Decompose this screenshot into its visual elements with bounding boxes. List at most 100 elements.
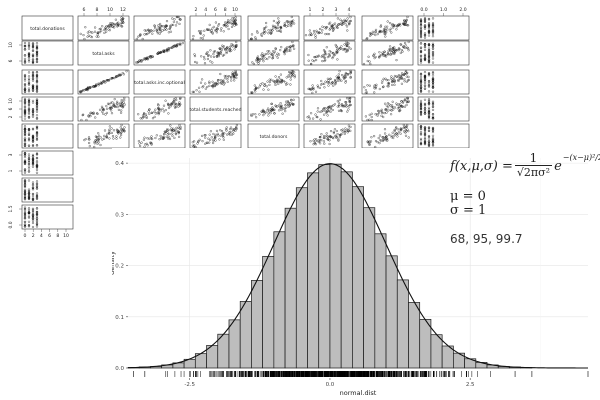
data-point <box>307 87 310 90</box>
data-point <box>323 142 326 145</box>
data-point <box>108 132 111 135</box>
normal-pdf-formula: f(x,μ,σ) = 1 √2πσ² e −(x−μ)²/2σ² <box>450 152 600 180</box>
data-point <box>27 128 31 131</box>
data-point <box>293 47 296 50</box>
rug-marks <box>133 371 589 377</box>
data-point <box>431 32 435 35</box>
data-point <box>403 78 406 81</box>
data-point <box>280 81 283 84</box>
data-point <box>217 54 220 57</box>
data-point <box>31 140 35 143</box>
data-point <box>423 81 427 84</box>
data-point <box>169 124 172 127</box>
data-point <box>35 126 39 129</box>
data-point <box>283 22 286 25</box>
data-point <box>376 141 379 144</box>
data-point <box>419 99 423 102</box>
data-point <box>157 24 160 27</box>
data-point <box>393 46 396 49</box>
data-point <box>173 18 176 21</box>
data-point <box>120 111 123 114</box>
data-point <box>405 72 408 75</box>
data-point <box>94 26 97 29</box>
data-point <box>419 33 423 36</box>
data-point <box>35 58 39 61</box>
data-point <box>270 102 273 105</box>
data-point <box>317 32 320 35</box>
data-point <box>206 57 209 61</box>
data-point <box>378 30 381 33</box>
data-point <box>404 129 407 132</box>
data-point <box>256 31 259 34</box>
data-point <box>216 82 219 85</box>
data-point <box>323 26 326 29</box>
data-point <box>255 58 258 62</box>
data-point <box>135 37 138 41</box>
data-point <box>23 54 27 57</box>
data-point <box>293 74 296 77</box>
data-point <box>150 142 153 145</box>
data-point <box>27 58 31 61</box>
data-point <box>381 86 385 89</box>
data-point <box>263 53 266 56</box>
data-point <box>390 24 394 27</box>
data-point <box>382 52 385 56</box>
data-point <box>400 105 403 108</box>
data-point <box>389 49 392 52</box>
data-point <box>395 59 398 62</box>
formula-denominator: √2πσ² <box>514 165 553 179</box>
data-point <box>105 111 108 114</box>
data-point <box>431 134 435 137</box>
data-point <box>399 51 402 54</box>
data-point <box>423 98 427 101</box>
histogram-bar <box>352 186 364 369</box>
data-point <box>145 142 148 145</box>
data-point <box>179 18 182 21</box>
data-point <box>214 21 217 24</box>
data-point <box>253 84 256 87</box>
panel-points <box>23 179 39 202</box>
data-point <box>336 58 339 61</box>
data-point <box>215 55 218 58</box>
data-point <box>423 126 427 129</box>
data-point <box>217 55 220 58</box>
data-point <box>308 29 311 32</box>
data-point <box>154 108 157 111</box>
data-point <box>322 54 325 57</box>
data-point <box>349 47 352 50</box>
data-point <box>332 84 335 87</box>
data-point <box>31 197 35 200</box>
data-point <box>153 110 156 113</box>
data-point <box>27 102 31 105</box>
data-point <box>125 70 128 73</box>
data-point <box>319 139 322 142</box>
data-point <box>345 40 348 44</box>
data-point <box>27 170 31 173</box>
data-point <box>392 52 395 55</box>
data-point <box>289 78 292 81</box>
matrix-panel <box>21 15 74 41</box>
data-point <box>135 61 138 64</box>
data-point <box>423 137 427 140</box>
data-point <box>431 84 435 87</box>
data-point <box>31 162 35 165</box>
data-point <box>290 15 293 19</box>
data-point <box>343 73 347 76</box>
data-point <box>27 77 31 80</box>
data-point <box>233 17 236 20</box>
data-point <box>173 44 176 47</box>
data-point <box>110 107 113 110</box>
data-point <box>284 50 287 53</box>
data-point <box>265 25 268 28</box>
data-point <box>235 40 238 44</box>
data-point <box>157 113 160 116</box>
data-point <box>383 50 386 53</box>
data-point <box>113 77 116 80</box>
data-point <box>157 103 160 106</box>
matrix-panel <box>417 69 470 95</box>
data-point <box>419 80 423 83</box>
panel-points <box>137 124 182 148</box>
data-point <box>193 55 197 58</box>
data-point <box>179 43 182 47</box>
data-point <box>27 116 31 119</box>
